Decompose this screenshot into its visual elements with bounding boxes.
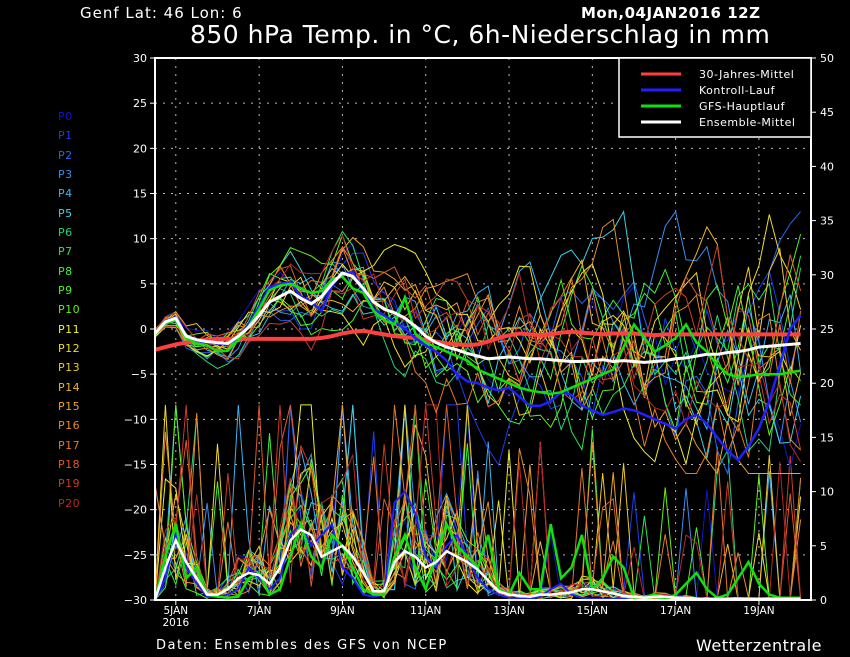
ytick-right-label: 50: [820, 52, 834, 65]
ytick-right-label: 10: [820, 486, 834, 499]
xtick-label: 17JAN: [660, 605, 691, 617]
legend: 30-Jahres-Mittel Kontroll-Lauf GFS-Hauptla…: [618, 57, 812, 138]
xtick-label: 5JAN: [164, 605, 189, 617]
member-label: P1: [58, 129, 73, 143]
chart-title: 850 hPa Temp. in °C, 6h-Niederschlag in …: [190, 20, 771, 49]
xtick-label: 15JAN: [577, 605, 608, 617]
ytick-left-label: 30: [133, 52, 147, 65]
ytick-left-label: −5: [131, 368, 147, 381]
xtick-label: 11JAN: [410, 605, 441, 617]
temp-line-p10: [154, 233, 801, 437]
ytick-right-label: 20: [820, 377, 834, 390]
run-date: Mon,04JAN2016 12Z: [581, 4, 761, 22]
legend-label: GFS-Hauptlauf: [699, 100, 786, 113]
member-label: P15: [58, 399, 81, 413]
xtick-label: 7JAN: [247, 605, 272, 617]
member-label: P16: [58, 419, 81, 433]
member-label: P2: [58, 148, 73, 162]
temp-line-p20: [154, 234, 802, 462]
ytick-right-label: 0: [820, 594, 827, 607]
ytick-left-label: 10: [133, 233, 147, 246]
ytick-left-label: −10: [124, 413, 147, 426]
ytick-left-label: −15: [124, 459, 147, 472]
ytick-left-label: 5: [140, 278, 147, 291]
legend-box: [618, 57, 812, 138]
precip-line-p20: [154, 404, 801, 601]
precip-gfs-main: [153, 519, 801, 601]
member-label: P0: [58, 110, 73, 123]
legend-label: 30-Jahres-Mittel: [699, 68, 794, 81]
temp-line-p4: [154, 261, 802, 431]
member-label: P20: [58, 496, 81, 510]
temp-line-p16: [154, 218, 801, 451]
member-label: P9: [58, 283, 73, 297]
ytick-left-label: 25: [133, 97, 147, 110]
ytick-left-label: 0: [140, 323, 147, 336]
precip-line-p7: [154, 404, 801, 601]
xtick-sublabel: 2016: [162, 617, 189, 629]
member-label: P14: [58, 380, 81, 394]
legend-label: Ensemble-Mittel: [699, 116, 795, 129]
precip-ensemble-mean: [153, 527, 801, 601]
ytick-right-label: 5: [820, 540, 827, 553]
member-label: P13: [58, 361, 81, 375]
axes: 302520151050−5−10−15−20−25−3050454035302…: [124, 52, 834, 629]
ytick-left-label: 15: [133, 188, 147, 201]
temp-gfs-main: [154, 275, 801, 396]
xtick-label: 13JAN: [493, 605, 524, 617]
data-source: Daten: Ensembles des GFS von NCEP: [156, 638, 448, 653]
member-label: P7: [58, 245, 73, 259]
temp-line-p18: [154, 254, 802, 401]
temp-control: [154, 270, 802, 462]
ytick-left-label: 20: [133, 142, 147, 155]
temp-line-p17: [154, 245, 802, 474]
member-label: P5: [58, 206, 73, 220]
legend-label: Kontroll-Lauf: [699, 84, 776, 97]
station-info: Genf Lat: 46 Lon: 6: [80, 4, 243, 22]
ytick-right-label: 15: [820, 431, 834, 444]
xtick-label: 9JAN: [330, 605, 355, 617]
member-label: P11: [58, 322, 81, 336]
member-label: P6: [58, 225, 73, 239]
temp-line-p1: [154, 252, 802, 467]
ytick-left-label: −25: [124, 549, 147, 562]
temp-ensemble-mean: [153, 271, 801, 364]
member-label: P18: [58, 457, 81, 471]
member-label: P8: [58, 264, 73, 278]
brand-label: Wetterzentrale: [696, 636, 823, 655]
ytick-right-label: 25: [820, 323, 834, 336]
member-label: P12: [58, 341, 81, 355]
ytick-right-label: 45: [820, 106, 834, 119]
member-list: P0 P1 P2 P3 P4 P5 P6 P7 P8 P9 P10 P11 P12 P13 P14 P15 P1…: [58, 110, 80, 516]
member-label: P17: [58, 438, 81, 452]
precip-series: [153, 404, 802, 601]
member-label: P10: [58, 303, 81, 317]
ytick-right-label: 30: [820, 269, 834, 282]
xtick-label: 19JAN: [743, 605, 774, 617]
temp-series: [153, 210, 802, 476]
member-label: P4: [58, 187, 73, 201]
ytick-right-label: 40: [820, 160, 834, 173]
member-label: P3: [58, 167, 73, 181]
ytick-left-label: −20: [124, 504, 147, 517]
ytick-left-label: −30: [124, 594, 147, 607]
member-label: P19: [58, 477, 81, 491]
ytick-right-label: 35: [820, 215, 834, 228]
